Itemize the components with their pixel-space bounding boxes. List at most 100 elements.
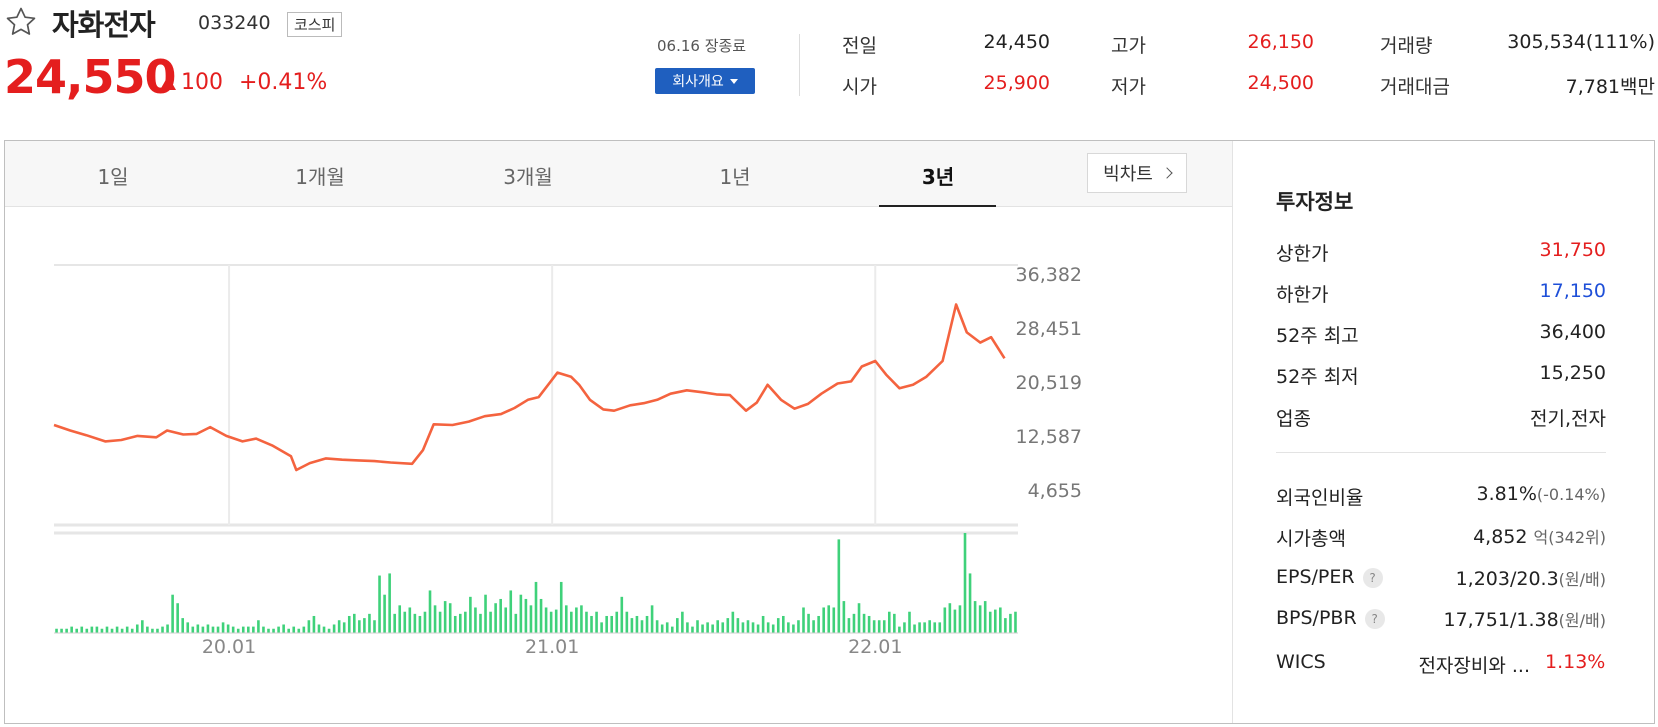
volume-bar [610, 615, 614, 633]
volume-bar [125, 626, 129, 633]
volume-bar [691, 626, 694, 633]
volume-bar [726, 618, 730, 633]
volume-bar [903, 622, 906, 633]
tab-3month[interactable]: 3개월 [503, 165, 553, 189]
volume-bar [368, 613, 371, 633]
volume-bar [342, 622, 346, 633]
price-change: 100 +0.41% [160, 70, 327, 95]
volume-bar [297, 628, 301, 633]
amount-number: 7,781 [1565, 76, 1621, 98]
volume-bar [832, 607, 836, 633]
volume-bar [171, 594, 174, 633]
volume-bar [898, 626, 901, 633]
active-tab-underline [879, 205, 996, 207]
volume-bar [433, 605, 437, 633]
help-icon[interactable]: ? [1362, 567, 1383, 588]
company-overview-button[interactable]: 회사개요 [655, 68, 755, 94]
tab-1month[interactable]: 1개월 [295, 165, 345, 189]
volume-bar [559, 581, 563, 633]
volume-bar [534, 581, 538, 633]
volume-bar [176, 603, 179, 633]
market-cap-label: 시가총액 [1276, 528, 1346, 550]
volume-bar [292, 626, 296, 633]
volume-bar [802, 607, 805, 633]
volume-bar [80, 626, 84, 633]
volume-bar [731, 611, 735, 633]
volume-bar [706, 622, 709, 633]
volume-bar [413, 613, 417, 633]
volume-bar [554, 609, 558, 633]
big-chart-label: 빅차트 [1103, 164, 1153, 185]
favorite-star-icon[interactable] [4, 5, 38, 39]
bps-pbr-value: 17,751/1.38(원/배) [1400, 607, 1606, 631]
volume-bar [504, 607, 508, 633]
amount-value: 7,781백만 [1450, 72, 1655, 99]
big-chart-button[interactable]: 빅차트 [1087, 153, 1187, 193]
volume-bar [156, 628, 159, 633]
bps-pbr-label: BPS/PBR? [1276, 607, 1385, 629]
volume-bar [539, 598, 543, 633]
volume-bar [1014, 611, 1017, 633]
volume-bar [721, 622, 725, 633]
volume-bar [373, 620, 376, 633]
volume-bar [393, 613, 396, 633]
change-amount: 100 [181, 70, 223, 95]
volume-bar [181, 618, 185, 633]
volume-bar [418, 615, 422, 633]
tab-1day[interactable]: 1일 [97, 165, 129, 189]
panel-divider [1232, 141, 1233, 723]
volume-bar [923, 622, 926, 633]
y-tick-label: 36,382 [1016, 264, 1082, 286]
volume-bar [580, 605, 583, 633]
volume-value: 305,534(111%) [1507, 31, 1655, 53]
eps-per-label: EPS/PER? [1276, 566, 1383, 588]
volume-bar [423, 611, 427, 633]
volume-bar [146, 626, 149, 633]
volume-bar [600, 622, 603, 633]
volume-bar [1009, 613, 1012, 633]
tab-1year[interactable]: 1년 [719, 165, 751, 189]
period-tabs: 1일 1개월 3개월 1년 3년 빅차트 [5, 141, 1232, 207]
volume-bar [564, 605, 568, 633]
upper-limit-value: 31,750 [1539, 239, 1606, 261]
help-icon[interactable]: ? [1364, 608, 1385, 629]
volume-bar [206, 624, 210, 633]
chart-panel: 1일 1개월 3개월 1년 3년 빅차트 36,382 28,451 20,519 1… [4, 140, 1655, 724]
tab-3year[interactable]: 3년 [921, 165, 955, 189]
chevron-right-icon [1161, 167, 1173, 179]
market-cap-number: 4,852 [1473, 526, 1528, 548]
volume-bar [332, 624, 336, 633]
volume-bar [857, 603, 861, 633]
price-chart: 36,382 28,451 20,519 12,587 4,655 20.01 21.01… [53, 264, 1082, 658]
stock-name: 자화전자 [52, 8, 156, 42]
y-tick-label: 12,587 [1016, 426, 1082, 448]
volume-bar [746, 620, 750, 633]
volume-bar [519, 594, 523, 633]
foreign-ratio-value: 3.81%(-0.14%) [1400, 483, 1606, 505]
volume-bar [913, 624, 916, 633]
volume-bar [590, 615, 593, 633]
volume-bar [322, 626, 326, 633]
volume-bar [388, 573, 391, 633]
eps-per-unit: (원/배) [1558, 570, 1606, 589]
volume-bar [862, 613, 866, 633]
volume-bar [676, 618, 679, 633]
volume-bar [312, 615, 316, 633]
wics-sector[interactable]: 전자장비와 ... [1418, 655, 1530, 677]
volume-bar [443, 601, 447, 633]
volume-bar [650, 605, 654, 633]
volume-bar [221, 622, 225, 633]
volume-bar [973, 601, 977, 633]
foreign-ratio-number: 3.81% [1476, 483, 1537, 505]
volume-bar [216, 626, 220, 633]
volume-bar [822, 607, 825, 633]
volume-bar [231, 626, 235, 633]
volume-bar [196, 624, 200, 633]
volume-bar [605, 615, 608, 633]
volume-bar [867, 615, 871, 633]
volume-bar [776, 618, 780, 633]
volume-bar [630, 618, 634, 633]
volume-bar [484, 594, 487, 633]
high-value: 26,150 [1247, 31, 1314, 53]
volume-bar [524, 598, 528, 633]
